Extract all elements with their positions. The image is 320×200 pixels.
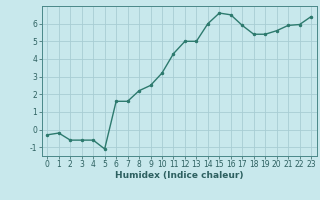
X-axis label: Humidex (Indice chaleur): Humidex (Indice chaleur)	[115, 171, 244, 180]
